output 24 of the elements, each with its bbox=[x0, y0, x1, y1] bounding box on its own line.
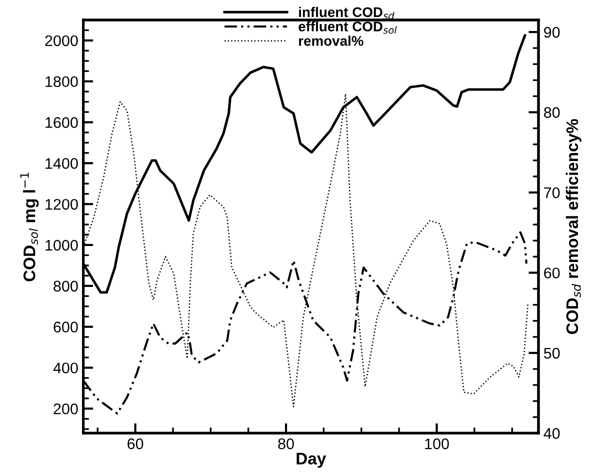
y2-tick-label: 60 bbox=[544, 268, 560, 278]
y2-tick-label: 90 bbox=[544, 26, 560, 38]
y-tick-label: 1800 bbox=[46, 76, 78, 88]
y-tick-label: 1400 bbox=[46, 158, 78, 169]
y-tick-label: 1200 bbox=[46, 198, 78, 210]
legend-label: effluent COD$_{sol}$ bbox=[298, 21, 397, 34]
x-tick-label: 60 bbox=[128, 438, 144, 450]
x-tick-label: 80 bbox=[278, 438, 294, 450]
y-tick-label: 800 bbox=[54, 280, 78, 292]
y2-tick-label: 80 bbox=[544, 107, 560, 118]
y-tick-label: 1000 bbox=[46, 240, 78, 251]
y2-tick-label: 70 bbox=[544, 187, 560, 198]
y2-axis-title: COD$_{sd}$ removal efficiency% bbox=[566, 119, 582, 334]
y-tick-label: 600 bbox=[54, 322, 78, 332]
y-tick-label: 400 bbox=[53, 362, 78, 374]
legend-label: removal% bbox=[299, 36, 364, 46]
x-tick-label: 100 bbox=[425, 438, 449, 450]
y2-tick-label: 50 bbox=[544, 348, 560, 359]
y2-tick-label: 40 bbox=[544, 428, 560, 439]
y-axis-title: COD$_{sol}$ mg l$^{−1}$ bbox=[20, 172, 39, 282]
y-tick-label: 2000 bbox=[45, 35, 78, 46]
y-tick-label: 200 bbox=[54, 403, 78, 414]
y-tick-label: 1600 bbox=[46, 117, 78, 128]
x-axis-title: Day bbox=[296, 452, 326, 468]
